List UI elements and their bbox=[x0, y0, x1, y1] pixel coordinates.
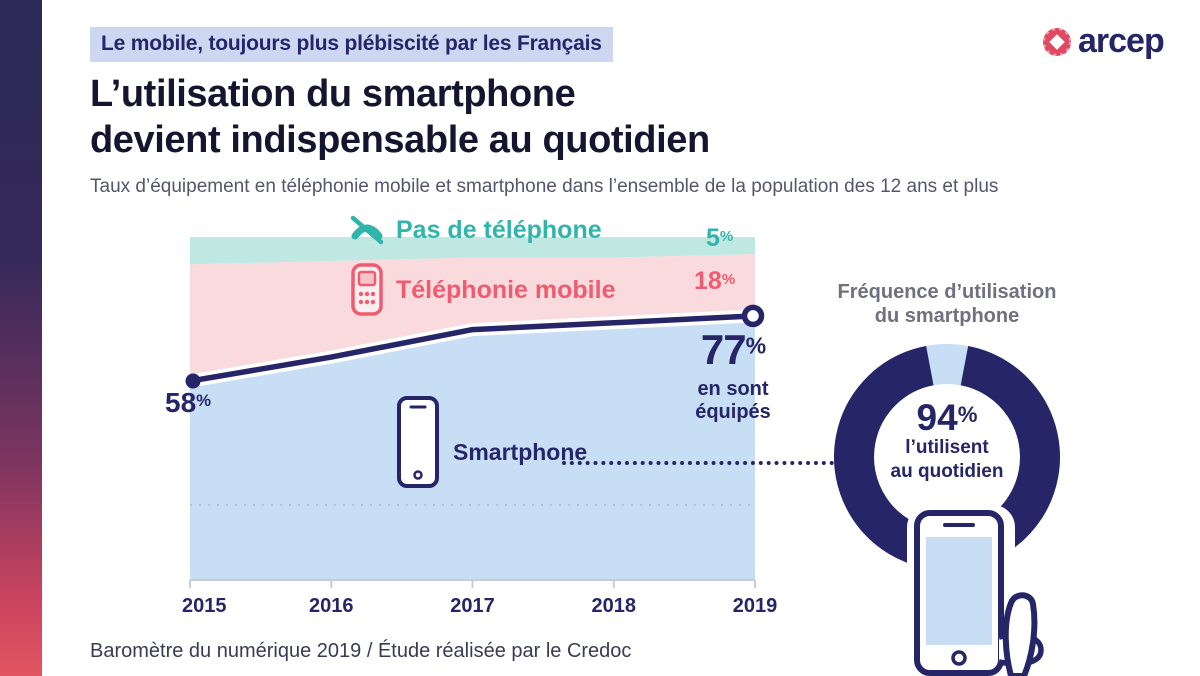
page-title-line2: devient indispensable au quotidien bbox=[90, 118, 710, 161]
caption-equipes: équipés bbox=[695, 401, 771, 423]
x-axis-label: 2018 bbox=[591, 595, 637, 617]
kicker-banner: Le mobile, toujours plus plébiscité par … bbox=[90, 27, 613, 62]
value-94-number: 94 bbox=[916, 397, 958, 438]
value-77-unit: % bbox=[745, 332, 767, 359]
legend-smartphone-label: Smartphone bbox=[453, 439, 588, 465]
x-axis-label: 2015 bbox=[181, 595, 227, 617]
value-18: 18 bbox=[694, 267, 722, 295]
phone-off-icon bbox=[350, 215, 384, 245]
value-18-unit: % bbox=[721, 270, 736, 288]
value-77: 77% bbox=[678, 329, 788, 371]
x-axis-label: 2017 bbox=[450, 595, 495, 617]
value-58-number: 58 bbox=[165, 387, 197, 418]
legend-pas-de-telephone: Pas de téléphone bbox=[348, 213, 602, 247]
mobile-phone-icon bbox=[351, 263, 383, 316]
x-axis-label: 2019 bbox=[732, 595, 778, 617]
donut-title-line2: du smartphone bbox=[874, 305, 1020, 327]
value-5-unit: % bbox=[719, 227, 734, 245]
page-subtitle: Taux d’équipement en téléphonie mobile e… bbox=[90, 176, 999, 197]
donut-title-line1: Fréquence d’utilisation bbox=[837, 281, 1057, 303]
legend-pas-de-telephone-label: Pas de téléphone bbox=[396, 215, 602, 244]
value-94: 94% bbox=[857, 399, 1037, 436]
area-chart-canvas bbox=[185, 237, 765, 588]
value-5: 5 bbox=[706, 224, 720, 252]
x-axis: 2015 2016 2017 2018 2019 bbox=[182, 587, 777, 619]
donut-caption-line2: au quotidien bbox=[890, 460, 1004, 482]
hand-holding-phone-illustration bbox=[907, 505, 1044, 676]
legend-telephonie-mobile: Téléphonie mobile bbox=[350, 263, 615, 317]
value-pas-de-telephone: 5% bbox=[706, 224, 733, 253]
donut-chart-title: Fréquence d’utilisation du smartphone bbox=[828, 280, 1066, 328]
smartphone-icon bbox=[397, 396, 443, 490]
smartphone-2015-annotation: 58% bbox=[165, 387, 211, 419]
page-title: L’utilisation du smartphone devient indi… bbox=[90, 72, 710, 163]
smartphone-2019-annotation: 77% en sont équipés bbox=[678, 329, 788, 424]
legend-smartphone: Smartphone bbox=[395, 395, 587, 493]
left-gradient-bar bbox=[0, 0, 42, 676]
caption-en-sont: en sont bbox=[697, 378, 769, 400]
donut-center-label: 94% l’utilisent au quotidien bbox=[857, 399, 1037, 484]
value-58-unit: % bbox=[196, 391, 212, 411]
value-77-caption: en sont équipés bbox=[678, 378, 788, 424]
value-94-unit: % bbox=[957, 402, 978, 428]
arcep-logo-icon bbox=[1043, 27, 1071, 56]
arcep-logo: arcep bbox=[1041, 22, 1165, 61]
page-title-line1: L’utilisation du smartphone bbox=[90, 73, 576, 115]
x-axis-label: 2016 bbox=[309, 595, 354, 617]
value-telephonie-mobile: 18% bbox=[694, 267, 735, 296]
smartphone-donut-connector-line bbox=[562, 461, 834, 465]
stacked-area-chart: Pas de téléphone 5% Téléphonie mobile 18… bbox=[165, 216, 834, 637]
value-77-number: 77 bbox=[700, 326, 747, 373]
legend-telephonie-mobile-label: Téléphonie mobile bbox=[396, 275, 616, 304]
donut-caption-line1: l’utilisent bbox=[905, 437, 989, 458]
arcep-logo-text: arcep bbox=[1078, 22, 1165, 60]
source-caption: Baromètre du numérique 2019 / Étude réal… bbox=[90, 640, 632, 662]
